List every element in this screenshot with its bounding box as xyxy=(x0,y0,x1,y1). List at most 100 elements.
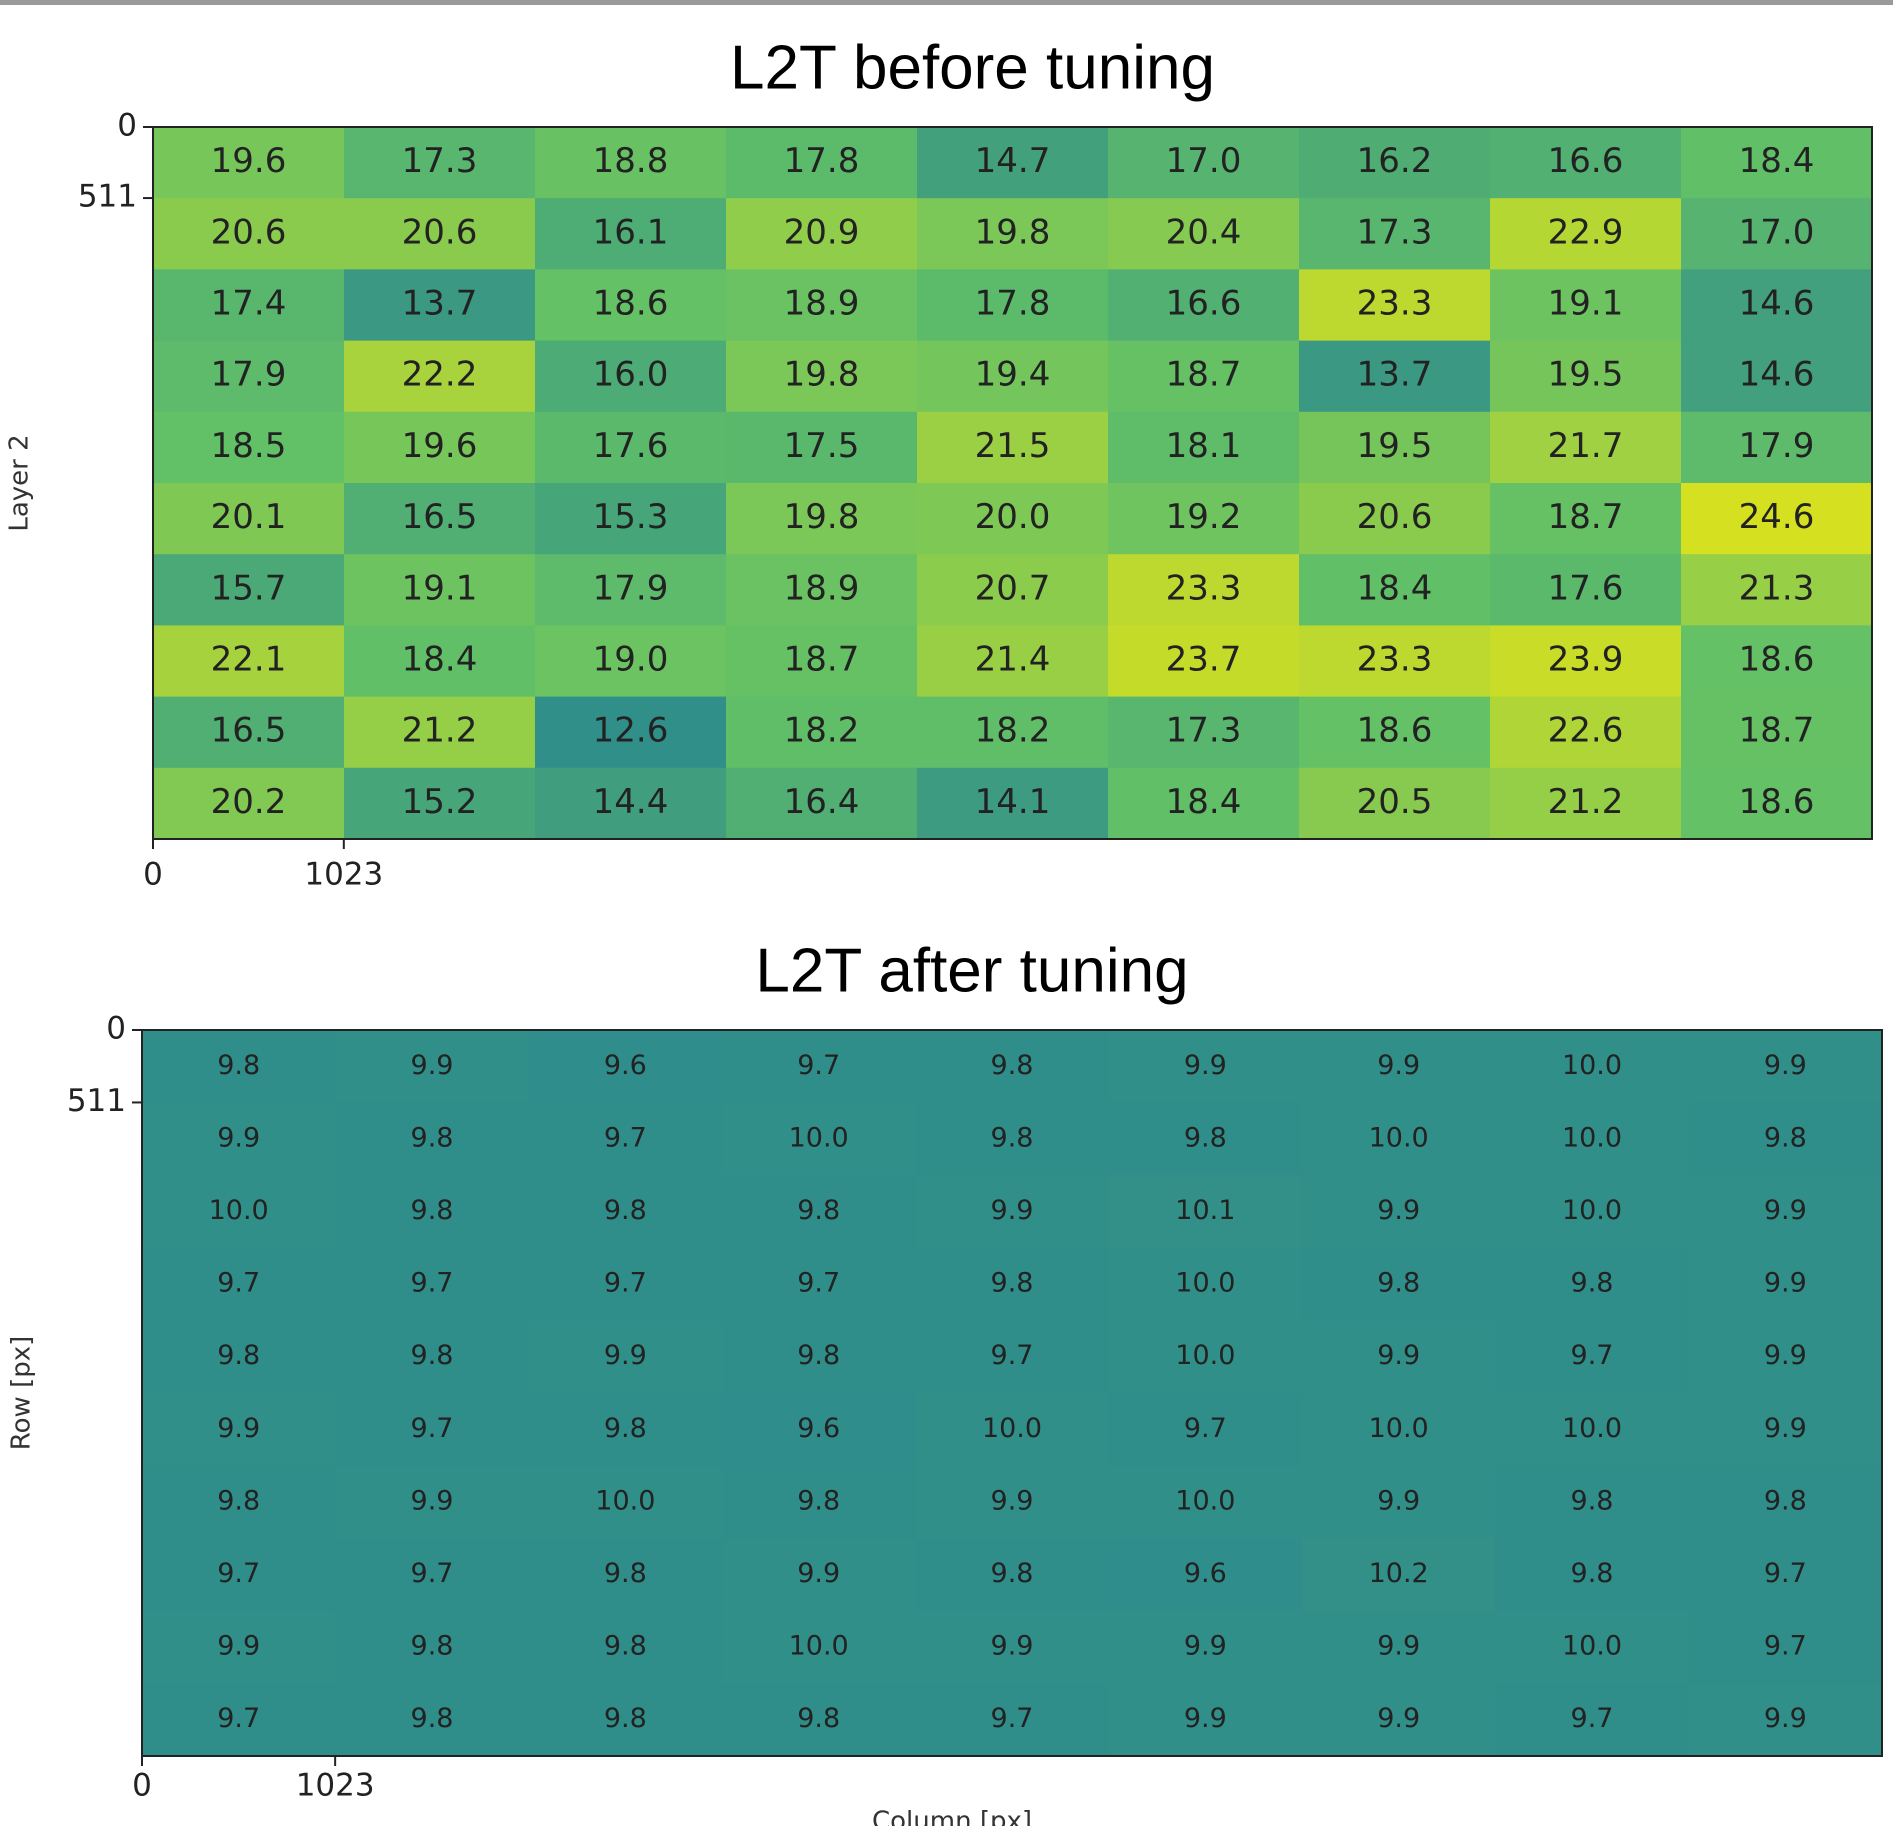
cell-label: 9.8 xyxy=(604,1195,647,1226)
cell-label: 16.1 xyxy=(593,212,669,252)
cell-label: 21.4 xyxy=(975,640,1051,680)
cell-label: 9.9 xyxy=(1377,1050,1420,1081)
cell-label: 9.8 xyxy=(1764,1485,1807,1516)
cell-label: 17.0 xyxy=(1166,141,1242,181)
cell-label: 21.2 xyxy=(402,711,478,751)
cell-label: 17.8 xyxy=(784,141,860,181)
top-border xyxy=(0,0,1893,5)
cell-label: 10.0 xyxy=(789,1122,849,1153)
cell-label: 19.8 xyxy=(784,355,860,395)
chart-title: L2T before tuning xyxy=(730,33,1215,102)
cell-label: 15.2 xyxy=(402,782,478,822)
cell-label: 21.3 xyxy=(1739,568,1815,608)
cell-label: 9.9 xyxy=(1377,1703,1420,1734)
cell-label: 10.0 xyxy=(789,1631,849,1662)
cell-label: 9.8 xyxy=(1184,1122,1227,1153)
cell-label: 9.8 xyxy=(991,1050,1034,1081)
cell-label: 9.8 xyxy=(797,1485,840,1516)
cell-label: 17.3 xyxy=(1357,212,1433,252)
cell-label: 9.9 xyxy=(1184,1631,1227,1662)
cell-label: 20.6 xyxy=(1357,497,1433,537)
cell-label: 18.7 xyxy=(784,640,860,680)
cell-label: 23.3 xyxy=(1357,284,1433,324)
cell-label: 13.7 xyxy=(1357,355,1433,395)
cell-label: 19.1 xyxy=(1548,284,1624,324)
cell-label: 9.9 xyxy=(991,1631,1034,1662)
y-axis-label: Layer 2 xyxy=(5,434,35,531)
cell-label: 9.8 xyxy=(797,1340,840,1371)
cell-label: 17.8 xyxy=(975,284,1051,324)
cell-label: 20.1 xyxy=(211,497,287,537)
cell-label: 16.0 xyxy=(593,355,669,395)
cell-label: 9.8 xyxy=(1571,1558,1614,1589)
cell-label: 9.8 xyxy=(411,1195,454,1226)
cell-label: 18.4 xyxy=(402,640,478,680)
cell-label: 9.7 xyxy=(217,1268,260,1299)
cell-label: 9.8 xyxy=(411,1340,454,1371)
cell-label: 22.1 xyxy=(211,640,287,680)
cell-label: 18.5 xyxy=(211,426,287,466)
cell-label: 9.9 xyxy=(411,1050,454,1081)
cell-label: 24.6 xyxy=(1739,497,1815,537)
cell-label: 9.9 xyxy=(1764,1268,1807,1299)
figure: 19.617.318.817.814.717.016.216.618.420.6… xyxy=(0,0,1893,1826)
page: {"chart_data": [ {"type": "heatmap", "ti… xyxy=(0,0,1893,1826)
x-tick-label: 1023 xyxy=(304,857,383,893)
cell-label: 9.9 xyxy=(1764,1195,1807,1226)
cell-label: 20.4 xyxy=(1166,212,1242,252)
cell-label: 19.2 xyxy=(1166,497,1242,537)
cell-label: 17.9 xyxy=(1739,426,1815,466)
cell-label: 20.7 xyxy=(975,568,1051,608)
cell-label: 10.0 xyxy=(1562,1122,1622,1153)
cell-label: 9.9 xyxy=(217,1631,260,1662)
cell-label: 10.0 xyxy=(1562,1413,1622,1444)
y-tick-label: 511 xyxy=(67,1083,126,1119)
cell-label: 9.7 xyxy=(217,1558,260,1589)
y-tick-label: 0 xyxy=(106,1011,126,1047)
x-axis-label: Column [px] xyxy=(872,1807,1032,1826)
cell-label: 19.6 xyxy=(402,426,478,466)
cell-label: 9.7 xyxy=(217,1703,260,1734)
cell-label: 18.9 xyxy=(784,284,860,324)
y-tick-label: 511 xyxy=(78,179,137,215)
cell-label: 19.8 xyxy=(975,212,1051,252)
x-tick-label: 0 xyxy=(143,857,163,893)
cell-label: 9.6 xyxy=(1184,1558,1227,1589)
cell-label: 9.6 xyxy=(797,1413,840,1444)
cell-label: 18.7 xyxy=(1548,497,1624,537)
cell-label: 18.8 xyxy=(593,141,669,181)
cell-label: 9.7 xyxy=(604,1122,647,1153)
cell-label: 9.7 xyxy=(411,1268,454,1299)
cell-label: 15.3 xyxy=(593,497,669,537)
cell-label: 20.2 xyxy=(211,782,287,822)
cell-label: 19.0 xyxy=(593,640,669,680)
cell-label: 21.7 xyxy=(1548,426,1624,466)
cell-label: 18.4 xyxy=(1739,141,1815,181)
cell-label: 17.4 xyxy=(211,284,287,324)
cell-label: 9.9 xyxy=(1377,1485,1420,1516)
cell-label: 9.9 xyxy=(411,1485,454,1516)
y-tick-label: 0 xyxy=(117,108,137,144)
cell-label: 18.6 xyxy=(593,284,669,324)
cell-label: 20.6 xyxy=(211,212,287,252)
cell-label: 18.7 xyxy=(1739,711,1815,751)
cell-label: 19.8 xyxy=(784,497,860,537)
cell-label: 9.9 xyxy=(1184,1050,1227,1081)
cell-label: 9.8 xyxy=(604,1631,647,1662)
cell-label: 15.7 xyxy=(211,568,287,608)
cell-label: 19.5 xyxy=(1548,355,1624,395)
cell-label: 9.7 xyxy=(1571,1703,1614,1734)
cell-label: 10.0 xyxy=(1175,1340,1235,1371)
cell-label: 9.7 xyxy=(411,1413,454,1444)
cell-label: 9.9 xyxy=(217,1413,260,1444)
cell-label: 16.4 xyxy=(784,782,860,822)
cell-label: 17.6 xyxy=(1548,568,1624,608)
cell-label: 10.2 xyxy=(1369,1558,1429,1589)
cell-label: 10.0 xyxy=(1175,1268,1235,1299)
cell-label: 9.8 xyxy=(411,1122,454,1153)
cell-label: 9.9 xyxy=(1764,1413,1807,1444)
cell-label: 14.4 xyxy=(593,782,669,822)
cell-label: 23.7 xyxy=(1166,640,1242,680)
x-tick-label: 1023 xyxy=(296,1768,375,1804)
cell-label: 14.6 xyxy=(1739,355,1815,395)
